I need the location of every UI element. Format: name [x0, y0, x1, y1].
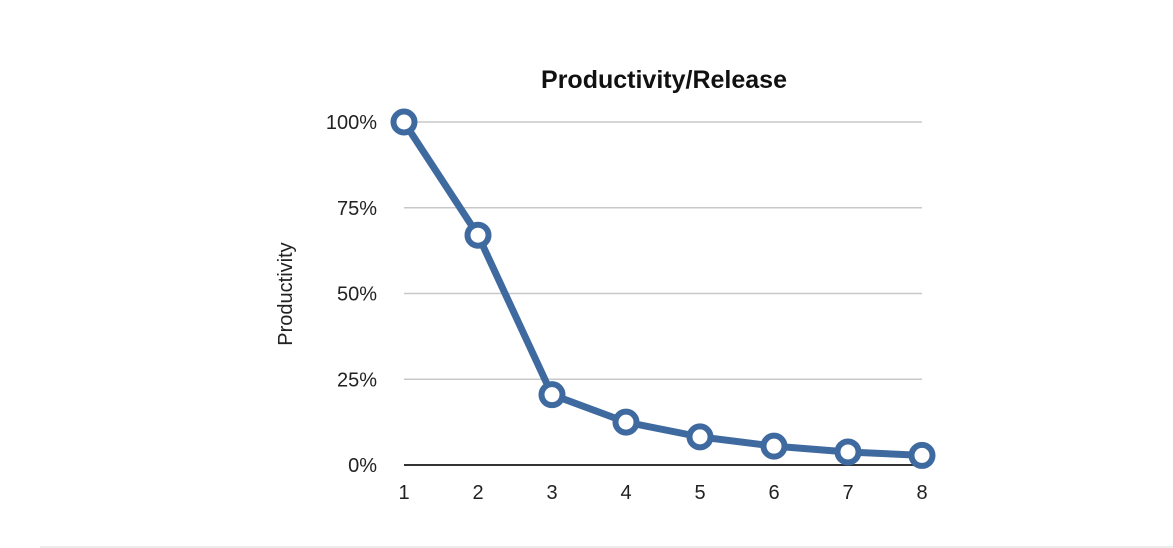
chart-title: Productivity/Release — [541, 66, 787, 94]
footer-divider — [40, 546, 1173, 548]
y-tick-label: 100% — [326, 112, 377, 134]
x-tick-label: 7 — [842, 482, 853, 504]
y-axis-label: Productivity — [275, 242, 297, 345]
gridlines — [404, 121, 922, 466]
y-tick-label: 50% — [337, 284, 377, 306]
data-point-marker — [760, 432, 788, 460]
x-tick-label: 3 — [546, 482, 557, 504]
x-tick-label: 4 — [620, 482, 631, 504]
series-line — [400, 118, 926, 459]
x-tick-labels: 1 2 3 4 5 6 7 8 — [398, 482, 927, 504]
data-point-marker — [612, 408, 640, 436]
data-point-marker — [538, 381, 566, 409]
y-tick-labels: 0% 25% 50% 75% 100% — [326, 112, 377, 477]
data-point-marker — [908, 441, 936, 469]
y-tick-label: 25% — [337, 369, 377, 391]
x-tick-label: 1 — [398, 482, 409, 504]
x-tick-label: 6 — [768, 482, 779, 504]
data-point-marker — [686, 423, 714, 451]
x-tick-label: 8 — [916, 482, 927, 504]
x-tick-label: 5 — [694, 482, 705, 504]
x-tick-label: 2 — [472, 482, 483, 504]
data-point-marker — [834, 438, 862, 466]
y-tick-label: 75% — [337, 198, 377, 220]
data-point-marker — [464, 221, 492, 249]
data-point-marker — [390, 108, 418, 136]
data-series — [390, 108, 936, 469]
y-tick-label: 0% — [348, 455, 377, 477]
